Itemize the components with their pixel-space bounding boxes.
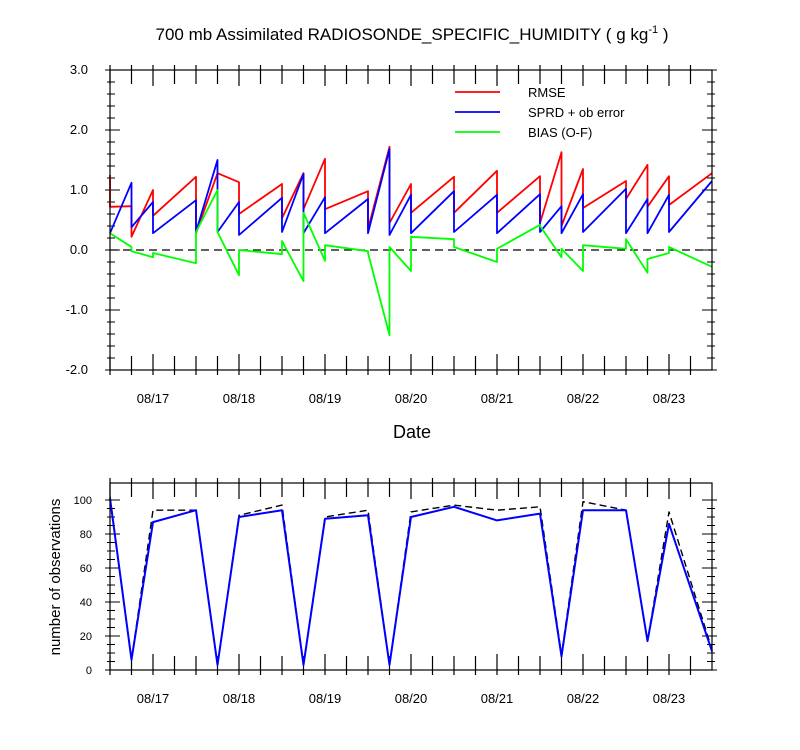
legend-label: RMSE [528, 85, 566, 100]
y-tick-label: 1.0 [70, 182, 88, 197]
x-tick-label: 08/17 [137, 691, 170, 706]
top-plot-frame [109, 69, 713, 371]
x-tick-label: 08/20 [395, 691, 428, 706]
bottom-axes: 0 20 40 60 80 100 08/17 08/18 08/19 08/20 08/21 08/… [74, 478, 717, 706]
x-tick-label: 08/22 [567, 691, 600, 706]
x-tick-label: 08/18 [223, 391, 256, 406]
x-tick-label: 08/21 [481, 691, 514, 706]
y-tick-label: 80 [80, 529, 92, 541]
series-line-bias-o-f [109, 189, 713, 337]
y-axis-label-observations: number of observations [47, 499, 64, 656]
chart-title-superscript: -1 [648, 24, 658, 36]
legend-label: SPRD + ob error [528, 105, 625, 120]
y-tick-label: 0 [86, 665, 92, 677]
chart-title-main: 700 mb Assimilated RADIOSONDE_SPECIFIC_H… [156, 25, 649, 44]
series-line-sprd-ob-error [109, 148, 713, 236]
x-tick-label: 08/19 [309, 691, 342, 706]
rmse-spread-bias-panel: 700 mb Assimilated RADIOSONDE_SPECIFIC_H… [66, 24, 717, 442]
top-series-group [109, 145, 713, 337]
x-tick-label: 08/23 [653, 691, 686, 706]
y-tick-label: 100 [74, 495, 92, 507]
chart-title-end: ) [658, 25, 668, 44]
x-tick-label: 08/19 [309, 391, 342, 406]
y-tick-label: 3.0 [70, 62, 88, 77]
top-axes: -2.0 -1.0 0.0 1.0 2.0 3.0 08/17 08/18 08/19 08/20… [66, 62, 717, 406]
x-tick-label: 08/18 [223, 691, 256, 706]
bottom-series-group [109, 496, 713, 666]
y-tick-label: 0.0 [70, 242, 88, 257]
x-tick-label: 08/17 [137, 391, 170, 406]
series-line-assimilated-observations [109, 498, 713, 666]
y-tick-label: 20 [80, 631, 92, 643]
y-tick-label: 40 [80, 597, 92, 609]
x-tick-label: 08/20 [395, 391, 428, 406]
x-axis-label: Date [393, 422, 431, 442]
x-tick-label: 08/21 [481, 391, 514, 406]
y-tick-label: -1.0 [66, 302, 88, 317]
y-tick-label: -2.0 [66, 362, 88, 377]
y-tick-label: 2.0 [70, 122, 88, 137]
chart-title: 700 mb Assimilated RADIOSONDE_SPECIFIC_H… [156, 24, 669, 44]
y-tick-label: 60 [80, 563, 92, 575]
observation-count-panel: 0 20 40 60 80 100 08/17 08/18 08/19 08/20 08/21 08/… [47, 478, 717, 706]
legend: RMSE SPRD + ob error BIAS (O-F) [455, 85, 625, 140]
x-tick-label: 08/22 [567, 391, 600, 406]
bottom-plot-frame [109, 482, 713, 671]
x-tick-label: 08/23 [653, 391, 686, 406]
legend-label: BIAS (O-F) [528, 125, 592, 140]
